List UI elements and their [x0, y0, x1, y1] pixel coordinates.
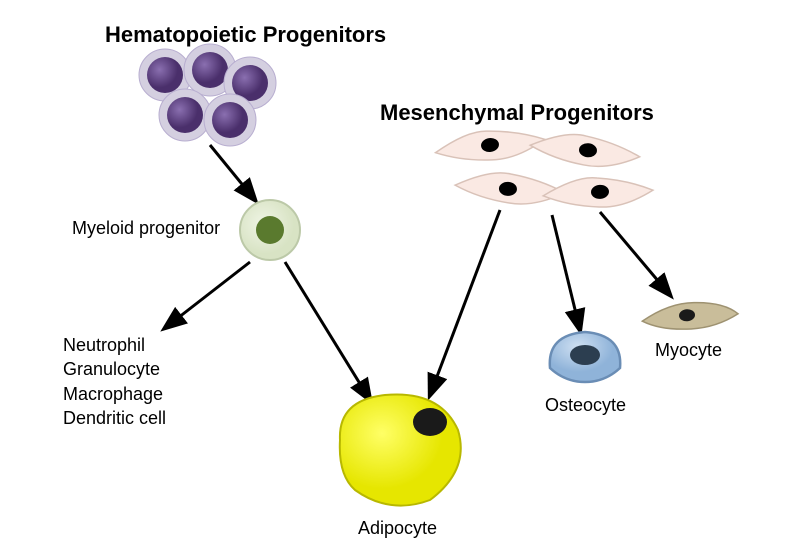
adipocyte-label: Adipocyte	[358, 518, 437, 539]
myeloid-progenitor-cell	[240, 200, 300, 260]
hematopoietic-progenitor-cluster	[139, 44, 276, 146]
arrow-hemat-to-myeloid	[210, 145, 255, 200]
myocyte-cell	[641, 299, 739, 334]
myeloid-label: Myeloid progenitor	[72, 218, 220, 239]
arrow-mesen-to-myocyte	[600, 212, 670, 295]
arrow-myeloid-to-list	[165, 262, 250, 328]
adipocyte-cell	[340, 394, 461, 505]
myocyte-label: Myocyte	[655, 340, 722, 361]
arrow-myeloid-to-adipocyte	[285, 262, 370, 400]
osteocyte-cell	[550, 332, 620, 382]
osteocyte-label: Osteocyte	[545, 395, 626, 416]
arrow-mesen-to-adipocyte	[430, 210, 500, 395]
mesenchymal-progenitor-cluster	[433, 123, 653, 212]
mesenchymal-title: Mesenchymal Progenitors	[380, 100, 654, 126]
arrow-mesen-to-osteocyte	[552, 215, 580, 330]
terminal-cell-list: Neutrophil Granulocyte Macrophage Dendri…	[63, 333, 166, 430]
hematopoietic-title: Hematopoietic Progenitors	[105, 22, 386, 48]
